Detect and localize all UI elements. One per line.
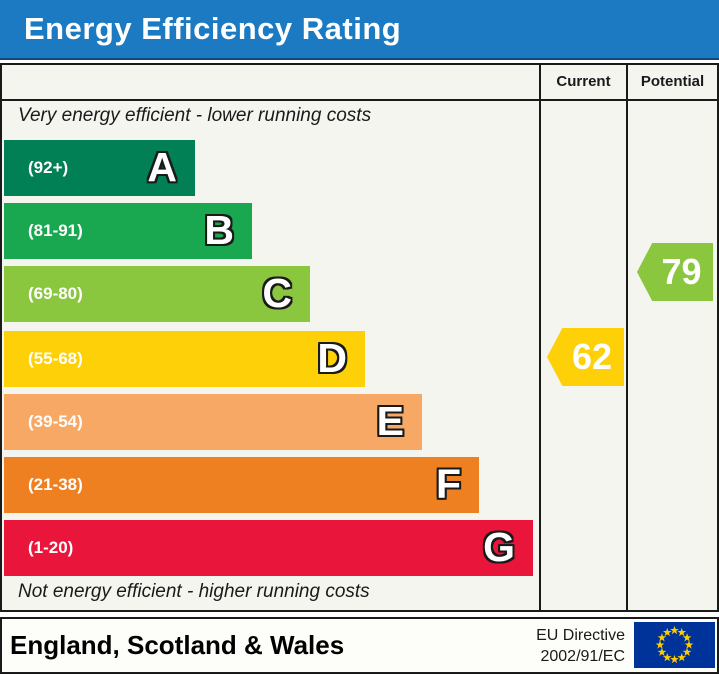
band-row-d: (55-68) D: [4, 331, 365, 387]
band-e-range: (39-54): [28, 412, 83, 431]
band-d-letter: D: [317, 335, 347, 381]
potential-rating-arrow: 79: [637, 243, 713, 301]
band-e-letter: E: [376, 398, 404, 444]
band-row-c: (69-80) C: [4, 266, 310, 322]
band-g-letter: G: [483, 524, 515, 570]
band-f-range: (21-38): [28, 475, 83, 494]
eu-flag-star: [657, 647, 667, 656]
eu-flag-star: [662, 627, 672, 637]
band-row-a: (92+) A: [4, 140, 195, 196]
region-label: England, Scotland & Wales: [10, 630, 345, 660]
eu-directive-text: EU Directive 2002/91/EC: [536, 625, 625, 667]
eu-flag-star: [677, 627, 687, 637]
band-row-b: (81-91) B: [4, 203, 252, 259]
band-g-range: (1-20): [28, 538, 74, 557]
potential-column-divider: [626, 65, 628, 610]
eu-flag-icon: [634, 622, 715, 668]
band-a-range: (92+): [28, 158, 69, 177]
current-column-header: Current: [556, 73, 611, 90]
eu-flag-star: [662, 652, 672, 662]
eu-flag-star: [677, 652, 687, 662]
band-row-f: (21-38) F: [4, 457, 479, 513]
eu-directive-line2: 2002/91/EC: [540, 648, 625, 665]
band-row-e: (39-54) E: [4, 394, 422, 450]
band-c-range: (69-80): [28, 284, 83, 303]
eu-flag-star: [682, 633, 692, 642]
eu-flag-star: [657, 633, 667, 642]
eu-directive-line1: EU Directive: [536, 627, 625, 644]
band-row-g: (1-20) G: [4, 520, 533, 576]
eu-flag-star: [670, 654, 679, 664]
band-c-letter: C: [262, 270, 292, 316]
band-b-letter: B: [204, 207, 234, 253]
eu-flag-star: [684, 640, 694, 649]
band-f-letter: F: [435, 461, 461, 507]
current-rating-arrow: 62: [547, 328, 624, 386]
rating-chart: Current Potential Very energy efficient …: [0, 63, 719, 612]
potential-rating-value: 79: [661, 251, 702, 292]
band-a-letter: A: [147, 144, 177, 190]
current-column-divider: [539, 65, 541, 610]
very-efficient-note: Very energy efficient - lower running co…: [18, 105, 372, 126]
title-bar: Energy Efficiency Rating: [0, 0, 719, 60]
not-efficient-note: Not energy efficient - higher running co…: [18, 581, 370, 602]
current-rating-value: 62: [571, 336, 613, 377]
eu-flag-star: [655, 640, 665, 649]
page-title: Energy Efficiency Rating: [24, 11, 402, 46]
band-b-range: (81-91): [28, 221, 83, 240]
potential-column-header: Potential: [640, 73, 705, 90]
column-header-row: [2, 65, 717, 101]
eu-flag-star: [670, 625, 679, 635]
band-d-range: (55-68): [28, 349, 83, 368]
eu-flag-star: [682, 647, 692, 656]
footer-bar: England, Scotland & Wales EU Directive 2…: [0, 617, 719, 674]
